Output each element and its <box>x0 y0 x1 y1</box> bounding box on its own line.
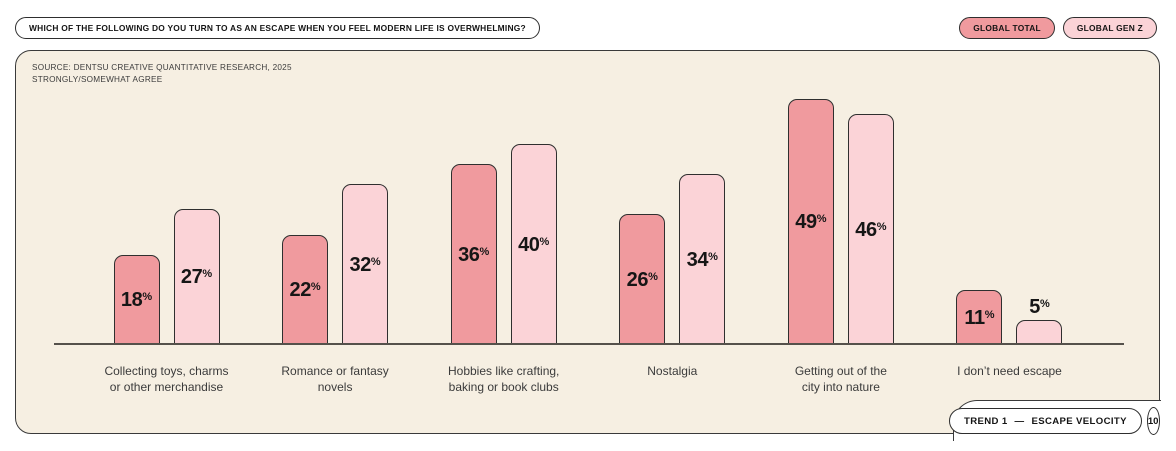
percent-sign: % <box>876 220 887 233</box>
bar-chart: 18% 27% Collecting toys, charms or other m… <box>104 51 1063 394</box>
source-note: SOURCE: DENTSU CREATIVE QUANTITATIVE RES… <box>32 63 292 84</box>
bar-pair: 11% 5% <box>956 290 1063 345</box>
percent-sign: % <box>202 268 213 280</box>
bar-global-gen-z[interactable]: 34% <box>679 174 726 345</box>
percent-sign: % <box>1039 298 1050 310</box>
bar-group: 18% 27% Collecting toys, charms or other m… <box>104 209 229 394</box>
percent-sign: % <box>984 308 995 321</box>
bar-value-label: 32% <box>349 253 381 276</box>
bar-global-gen-z[interactable]: 46% <box>847 114 894 345</box>
bar-value-label: 5% <box>1029 296 1050 318</box>
bar-group: 11% 5% I don’t need escape <box>956 290 1063 378</box>
page-number-badge[interactable]: 10 <box>1146 407 1160 435</box>
bar-value-label: 26% <box>626 268 658 291</box>
bar-global-gen-z[interactable]: 5% <box>1016 297 1063 345</box>
bar-value-label: 11% <box>964 306 995 329</box>
trend-pill[interactable]: TREND 1 — ESCAPE VELOCITY <box>949 408 1142 434</box>
category-label: I don’t need escape <box>957 364 1062 378</box>
bar-global-gen-z[interactable]: 40% <box>510 144 557 345</box>
question-pill: WHICH OF THE FOLLOWING DO YOU TURN TO AS… <box>15 17 540 39</box>
bar-pair: 49% 46% <box>787 99 894 345</box>
trend-name: ESCAPE VELOCITY <box>1031 415 1127 427</box>
bar-pair: 22% 32% <box>282 184 389 345</box>
bar-global-total[interactable]: 18% <box>113 255 160 345</box>
bar-group: 36% 40% Hobbies like crafting, baking or b… <box>448 144 559 394</box>
bar-value-label: 27% <box>180 266 213 288</box>
bar-group: 49% 46% Getting out of the city into natur… <box>787 99 894 394</box>
bar-global-total[interactable]: 11% <box>956 290 1003 345</box>
bar-global-total[interactable]: 36% <box>450 164 497 345</box>
bar-pair: 36% 40% <box>450 144 557 345</box>
bar-pair: 18% 27% <box>113 209 220 345</box>
percent-sign: % <box>708 250 718 263</box>
percent-sign: % <box>479 245 490 258</box>
bar-value-label: 40% <box>518 233 550 256</box>
category-label: Getting out of the city into nature <box>794 364 887 394</box>
percent-sign: % <box>370 255 381 268</box>
bar-value-label: 22% <box>289 279 321 301</box>
trend-dash: — <box>1014 415 1025 427</box>
category-label: Nostalgia <box>647 364 698 378</box>
bar-value-label: 49% <box>795 211 827 233</box>
bar-global-gen-z[interactable]: 27% <box>173 209 220 345</box>
category-label: Romance or fantasy novels <box>281 364 389 394</box>
corner-tab: TREND 1 — ESCAPE VELOCITY 10 <box>949 400 1161 441</box>
bar-value-label: 46% <box>855 218 887 241</box>
category-label: Collecting toys, charms or other merchan… <box>104 364 229 394</box>
percent-sign: % <box>648 270 658 283</box>
category-label: Hobbies like crafting, baking or book cl… <box>447 364 560 394</box>
legend-pill-global-genz[interactable]: GLOBAL GEN Z <box>1062 17 1157 39</box>
bar-global-total[interactable]: 22% <box>282 235 329 345</box>
chart-panel: SOURCE: DENTSU CREATIVE QUANTITATIVE RES… <box>15 50 1161 441</box>
bar-value-label: 34% <box>686 248 718 271</box>
bar-value-label: 36% <box>458 243 490 266</box>
legend: GLOBAL TOTAL GLOBAL GEN Z <box>959 17 1157 39</box>
bar-pair: 26% 34% <box>619 174 726 345</box>
legend-pill-global-total[interactable]: GLOBAL TOTAL <box>959 17 1055 39</box>
percent-sign: % <box>539 235 550 248</box>
bar-global-gen-z[interactable]: 32% <box>342 184 389 345</box>
x-axis-line <box>54 343 1124 345</box>
percent-sign: % <box>142 291 153 303</box>
bar-global-total[interactable]: 26% <box>619 214 666 345</box>
bar-group: 26% 34% Nostalgia <box>619 174 726 378</box>
trend-number: TREND 1 <box>964 415 1008 427</box>
percent-sign: % <box>310 281 321 293</box>
bar-group: 22% 32% Romance or fantasy novels <box>281 184 389 394</box>
bar-global-total[interactable]: 49% <box>787 99 834 345</box>
percent-sign: % <box>816 213 827 225</box>
bar-value-label: 18% <box>120 289 153 311</box>
